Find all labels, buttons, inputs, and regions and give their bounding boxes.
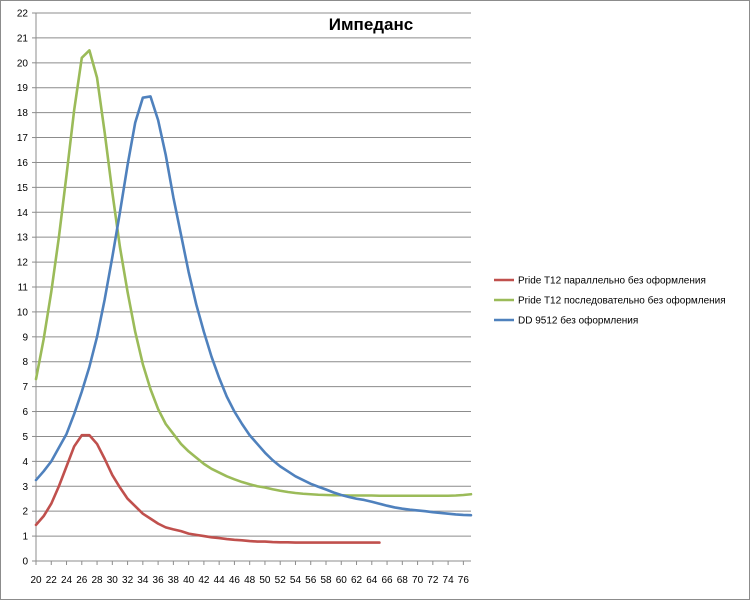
y-tick-label: 10 <box>17 307 29 318</box>
x-tick-label: 34 <box>137 575 149 586</box>
x-tick-label: 70 <box>412 575 424 586</box>
x-tick-label: 60 <box>336 575 348 586</box>
x-tick-label: 22 <box>46 575 58 586</box>
x-tick-label: 58 <box>320 575 332 586</box>
x-tick-label: 52 <box>275 575 287 586</box>
series-lines <box>34 49 473 544</box>
x-tick-label: 46 <box>229 575 241 586</box>
x-tick-label: 62 <box>351 575 363 586</box>
x-tick-label: 50 <box>259 575 271 586</box>
series-line-2 <box>34 49 473 498</box>
legend-label-2: Pride T12 последовательно без оформления <box>518 295 726 307</box>
chart-title: Импеданс <box>329 15 414 34</box>
x-tick-label: 74 <box>443 575 455 586</box>
y-tick-label: 20 <box>17 58 29 69</box>
y-tick-label: 4 <box>22 457 28 468</box>
x-tick-label: 44 <box>214 575 226 586</box>
y-tick-label: 2 <box>22 507 28 518</box>
x-tick-label: 26 <box>76 575 88 586</box>
y-tick-label: 8 <box>22 357 28 368</box>
legend-label-3: DD 9512 без оформления <box>518 315 638 327</box>
y-tick-label: 21 <box>17 33 29 44</box>
y-tick-label: 7 <box>22 382 28 393</box>
series-line-3 <box>34 95 473 517</box>
x-tick-label: 54 <box>290 575 302 586</box>
y-tick-label: 3 <box>22 482 28 493</box>
x-tick-label: 28 <box>91 575 103 586</box>
x-tick-label: 36 <box>153 575 165 586</box>
series-line-1 <box>34 433 381 544</box>
x-tick-label: 56 <box>305 575 317 586</box>
y-tick-label: 19 <box>17 83 29 94</box>
x-tick-label: 30 <box>107 575 119 586</box>
x-tick-label: 42 <box>198 575 210 586</box>
x-tick-label: 24 <box>61 575 73 586</box>
y-tick-label: 18 <box>17 108 29 119</box>
x-tick-label: 68 <box>397 575 409 586</box>
x-tick-label: 38 <box>168 575 180 586</box>
x-tick-label: 64 <box>366 575 378 586</box>
y-tick-label: 16 <box>17 158 29 169</box>
x-tick-label: 72 <box>427 575 439 586</box>
x-tick-label: 76 <box>458 575 470 586</box>
y-tick-label: 13 <box>17 233 29 244</box>
x-tick-label: 20 <box>30 575 42 586</box>
y-tick-label: 15 <box>17 183 29 194</box>
y-tick-label: 5 <box>22 432 28 443</box>
y-tick-label: 17 <box>17 133 29 144</box>
y-tick-label: 1 <box>22 532 28 543</box>
y-tick-label: 12 <box>17 258 29 269</box>
y-tick-label: 0 <box>22 557 28 568</box>
y-tick-label: 22 <box>17 9 29 20</box>
x-tick-label: 66 <box>381 575 393 586</box>
gridlines <box>36 12 471 537</box>
legend-label-1: Pride T12 параллельно без оформления <box>518 275 706 287</box>
x-tick-label: 40 <box>183 575 195 586</box>
legend: Pride T12 параллельно без оформления Prid… <box>494 275 726 327</box>
y-tick-label: 11 <box>18 283 29 294</box>
y-tick-label: 14 <box>17 208 29 219</box>
x-tick-label: 32 <box>122 575 134 586</box>
x-tick-label: 48 <box>244 575 256 586</box>
y-tick-label: 9 <box>22 332 28 343</box>
y-tick-label: 6 <box>22 407 28 418</box>
